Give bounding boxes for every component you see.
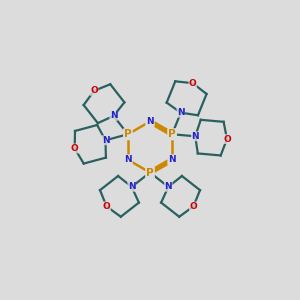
- Text: P: P: [124, 129, 132, 139]
- Text: N: N: [146, 117, 154, 126]
- Text: P: P: [146, 167, 154, 178]
- Text: N: N: [124, 155, 132, 164]
- Text: P: P: [168, 129, 176, 139]
- Text: N: N: [164, 182, 172, 191]
- Text: O: O: [223, 135, 231, 144]
- Text: O: O: [71, 144, 79, 153]
- Text: N: N: [191, 132, 199, 141]
- Text: O: O: [190, 202, 197, 211]
- Text: O: O: [189, 79, 196, 88]
- Text: N: N: [168, 155, 176, 164]
- Text: O: O: [103, 202, 110, 211]
- Text: N: N: [128, 182, 136, 191]
- Text: N: N: [102, 136, 109, 145]
- Text: O: O: [90, 86, 98, 95]
- Text: N: N: [177, 108, 184, 117]
- Text: N: N: [110, 111, 117, 120]
